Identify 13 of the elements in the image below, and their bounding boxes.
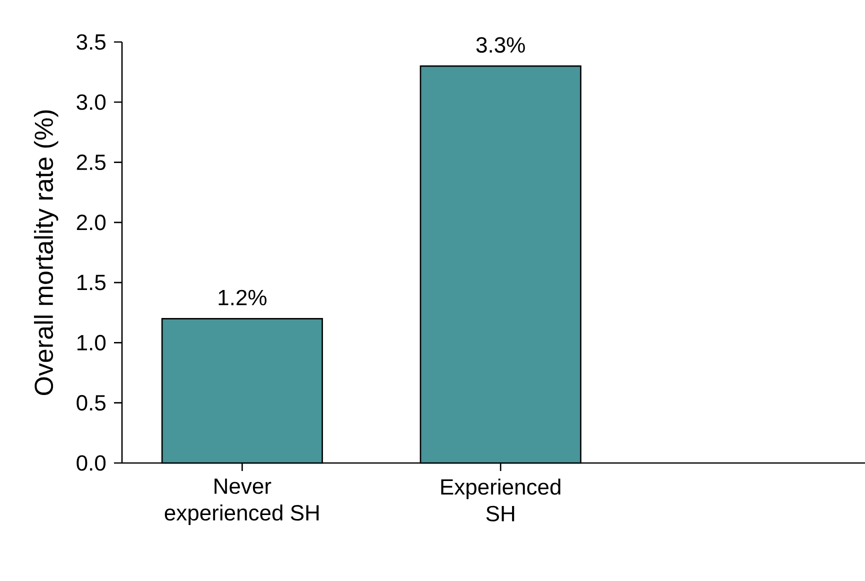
x-tick-label: Never experienced SH xyxy=(164,478,319,525)
y-tick-label: 0.0 xyxy=(76,455,106,471)
data-label: 1.2% xyxy=(218,290,266,306)
y-tick-label: 1.0 xyxy=(77,334,106,350)
y-tick-label: 2.0 xyxy=(76,214,106,230)
data-label: 3.3% xyxy=(476,37,525,53)
y-tick-label: 1.5 xyxy=(77,274,106,290)
y-tick-label: 3.0 xyxy=(76,94,106,110)
y-tick-label: 2.5 xyxy=(76,154,106,170)
y-tick-label: 0.5 xyxy=(76,395,106,411)
y-axis-title: Overall mortality rate (%) xyxy=(34,110,58,396)
y-tick-label: 3.5 xyxy=(76,34,106,50)
x-tick-label: Experienced SH xyxy=(441,478,560,522)
